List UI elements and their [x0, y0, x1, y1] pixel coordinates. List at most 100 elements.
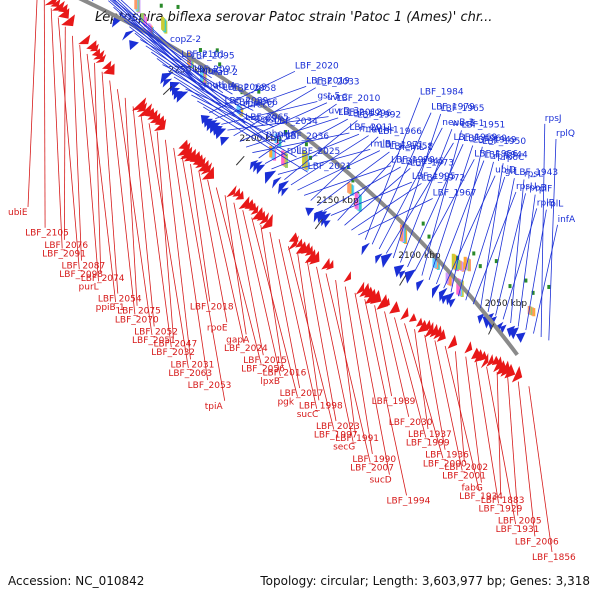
feature-block [456, 278, 460, 295]
minus-gene-arrow [433, 325, 442, 340]
minus-gene-arrow [200, 162, 213, 175]
plus-gene-label: rpsJ [545, 114, 562, 124]
plus-label-line [118, 13, 212, 79]
plus-gene-label: rplF [535, 185, 552, 195]
minus-gene-arrow [423, 319, 432, 331]
plus-gene-label: LBF_1958 [389, 142, 433, 152]
plus-gene-label: LBF_1969 [453, 133, 497, 143]
feature-block [236, 104, 240, 114]
minus-label-line [109, 80, 136, 315]
minus-label-line [27, 0, 38, 208]
plus-gene-label: LBF_2011 [349, 123, 393, 133]
minus-label-line [156, 131, 174, 339]
minus-gene-arrow [78, 34, 91, 45]
minus-gene-label: LBF_2030 [389, 418, 433, 428]
minus-gene-label: LBF_2087 [61, 262, 105, 272]
minus-label-line [384, 311, 410, 417]
minus-gene-arrow [235, 190, 244, 200]
marker [547, 284, 551, 289]
minus-label-line [496, 371, 502, 495]
minus-label-line [190, 163, 211, 302]
minus-gene-label: LBF_2024 [224, 344, 268, 354]
feature-block [457, 259, 461, 270]
minus-gene-arrow [226, 185, 237, 198]
kbp-tick [96, 10, 107, 19]
plus-gene-label: LBF_1966 [378, 127, 422, 137]
minus-gene-label: purL [79, 282, 99, 292]
minus-gene-label: LBF_1883 [481, 496, 525, 506]
minus-gene-label: gapA [226, 335, 250, 345]
plus-gene-arrow [122, 29, 135, 41]
plus-label-line [156, 58, 267, 140]
plus-gene-arrow [249, 160, 259, 171]
minus-gene-arrow [50, 0, 61, 7]
plus-label-line [297, 150, 380, 191]
plus-gene-label: amiA [213, 82, 237, 92]
minus-label-line [148, 123, 189, 368]
minus-gene-arrow [238, 196, 250, 210]
plus-label-line [221, 101, 318, 125]
plus-label-line [191, 94, 286, 143]
plus-label-line [480, 163, 504, 309]
plus-label-line [517, 194, 536, 327]
minus-gene-arrow [201, 166, 215, 180]
marker [176, 4, 180, 9]
feature-block [530, 307, 534, 316]
plus-gene-arrow [445, 292, 455, 306]
minus-gene-label: LBF_1994 [387, 496, 431, 506]
minus-gene-arrow [103, 63, 115, 75]
minus-label-line [465, 356, 482, 483]
minus-gene-label: rpoE [207, 323, 228, 333]
minus-gene-label: tpiA [205, 402, 224, 412]
minus-label-line [173, 147, 209, 381]
minus-label-line [72, 35, 82, 261]
minus-gene-arrow [389, 301, 401, 314]
plus-gene-label: LBF_1972 [421, 173, 465, 183]
plus-gene-label: ssb [264, 116, 279, 126]
minus-gene-label: ppiB-1 [96, 303, 125, 313]
kbp-tick [488, 323, 495, 335]
plus-label-line [271, 133, 360, 170]
plus-gene-label: infA [558, 215, 576, 225]
minus-label-line [132, 106, 155, 327]
plus-gene-arrow [448, 298, 456, 308]
minus-gene-label: LBF_2001 [442, 471, 486, 481]
feature-block [269, 145, 273, 158]
minus-gene-label: LBF_2051 [132, 336, 176, 346]
plus-gene-label: gst-5 [317, 91, 340, 101]
plus-label-line [117, 0, 182, 61]
plus-label-line [450, 146, 483, 293]
minus-gene-arrow [408, 313, 417, 322]
minus-gene-arrow [147, 109, 158, 120]
plus-gene-arrow [256, 164, 266, 175]
accession-text: Accession: NC_010842 [8, 574, 145, 588]
plus-label-line [385, 142, 454, 254]
minus-gene-arrow [256, 210, 266, 221]
plus-gene-label: aspS [255, 114, 277, 124]
minus-label-line [57, 17, 80, 270]
minus-gene-label: LBF_2076 [44, 241, 88, 251]
plus-label-line [227, 116, 329, 131]
minus-gene-label: LBF_1999 [406, 439, 450, 449]
feature-block [445, 272, 449, 284]
plus-label-line [351, 183, 422, 231]
plus-gene-label: LBF_2058 [232, 84, 276, 94]
minus-gene-arrow [91, 48, 100, 57]
plus-gene-label: LBF_2025 [297, 147, 341, 157]
minus-gene-arrow [511, 366, 523, 383]
kbp-tick-label: 2050 kbp [485, 299, 528, 309]
plus-label-line [465, 176, 506, 301]
minus-label-line [486, 366, 517, 525]
minus-label-line [86, 53, 117, 303]
plus-gene-label: rplL [546, 200, 563, 210]
plus-label-line [407, 144, 464, 268]
minus-gene-label: LBF_2006 [515, 537, 559, 547]
minus-gene-arrow [424, 321, 434, 338]
plus-gene-label: hemL-1 [399, 143, 433, 153]
minus-label-line [475, 361, 499, 504]
minus-gene-arrow [382, 297, 390, 308]
minus-label-line [233, 202, 264, 356]
plus-label-line [533, 224, 558, 334]
marker [309, 155, 313, 160]
kbp-tick-label: 2250 kbp [168, 66, 211, 76]
